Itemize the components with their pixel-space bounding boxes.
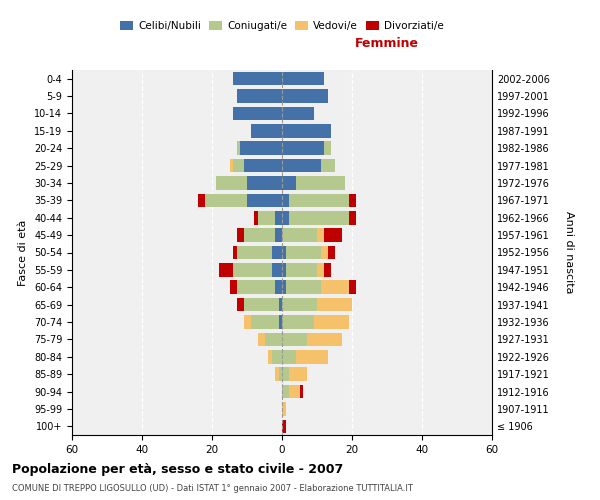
Bar xyxy=(244,228,275,242)
Bar xyxy=(314,315,349,329)
Bar xyxy=(229,159,233,172)
Bar xyxy=(233,246,236,260)
Bar xyxy=(282,211,289,224)
Bar xyxy=(278,368,282,381)
Bar xyxy=(282,420,286,433)
Bar xyxy=(282,385,289,398)
Bar xyxy=(286,246,320,260)
Bar xyxy=(254,211,257,224)
Bar xyxy=(257,332,265,346)
Text: Popolazione per età, sesso e stato civile - 2007: Popolazione per età, sesso e stato civil… xyxy=(12,462,343,475)
Bar xyxy=(278,298,282,312)
Bar xyxy=(282,350,296,364)
Bar xyxy=(282,142,324,155)
Text: Femmine: Femmine xyxy=(355,37,419,50)
Bar xyxy=(215,176,247,190)
Bar xyxy=(282,332,307,346)
Bar xyxy=(324,228,341,242)
Bar xyxy=(282,402,286,415)
Bar xyxy=(247,176,282,190)
Bar xyxy=(317,228,324,242)
Bar xyxy=(229,280,236,294)
Bar xyxy=(236,228,244,242)
Bar xyxy=(282,159,320,172)
Bar xyxy=(296,176,345,190)
Bar xyxy=(286,280,320,294)
Bar xyxy=(233,106,282,120)
Bar xyxy=(286,263,317,276)
Bar xyxy=(282,246,286,260)
Bar xyxy=(349,280,355,294)
Bar xyxy=(282,315,314,329)
Bar xyxy=(289,385,299,398)
Bar xyxy=(282,72,324,86)
Bar xyxy=(236,246,271,260)
Bar xyxy=(257,211,275,224)
Bar xyxy=(236,298,244,312)
Text: COMUNE DI TREPPO LIGOSULLO (UD) - Dati ISTAT 1° gennaio 2007 - Elaborazione TUTT: COMUNE DI TREPPO LIGOSULLO (UD) - Dati I… xyxy=(12,484,413,493)
Bar xyxy=(275,368,278,381)
Bar xyxy=(282,124,331,138)
Bar xyxy=(282,176,296,190)
Bar xyxy=(236,90,282,103)
Bar xyxy=(247,194,282,207)
Bar xyxy=(278,315,282,329)
Bar xyxy=(282,194,289,207)
Bar xyxy=(271,246,282,260)
Bar xyxy=(282,280,286,294)
Bar xyxy=(282,228,317,242)
Bar xyxy=(275,211,282,224)
Bar xyxy=(296,350,328,364)
Bar xyxy=(275,280,282,294)
Y-axis label: Anni di nascita: Anni di nascita xyxy=(563,211,574,294)
Bar xyxy=(282,263,286,276)
Bar xyxy=(320,246,328,260)
Bar xyxy=(240,142,282,155)
Bar xyxy=(271,350,282,364)
Y-axis label: Fasce di età: Fasce di età xyxy=(19,220,28,286)
Bar xyxy=(349,194,355,207)
Bar xyxy=(317,263,324,276)
Bar xyxy=(282,90,328,103)
Bar xyxy=(349,211,355,224)
Bar xyxy=(244,298,278,312)
Legend: Celibi/Nubili, Coniugati/e, Vedovi/e, Divorziati/e: Celibi/Nubili, Coniugati/e, Vedovi/e, Di… xyxy=(116,17,448,36)
Bar xyxy=(320,159,335,172)
Bar xyxy=(251,124,282,138)
Bar xyxy=(324,263,331,276)
Bar xyxy=(307,332,341,346)
Bar xyxy=(205,194,247,207)
Bar xyxy=(328,246,335,260)
Bar xyxy=(289,211,349,224)
Bar xyxy=(299,385,303,398)
Bar xyxy=(282,368,289,381)
Bar xyxy=(271,263,282,276)
Bar xyxy=(219,263,233,276)
Bar xyxy=(324,142,331,155)
Bar xyxy=(268,350,271,364)
Bar xyxy=(275,228,282,242)
Bar xyxy=(251,315,278,329)
Bar xyxy=(317,298,352,312)
Bar xyxy=(282,298,317,312)
Bar xyxy=(282,106,314,120)
Bar xyxy=(233,72,282,86)
Bar xyxy=(244,315,251,329)
Bar xyxy=(233,159,244,172)
Bar xyxy=(289,194,349,207)
Bar xyxy=(198,194,205,207)
Bar xyxy=(265,332,282,346)
Bar xyxy=(236,142,240,155)
Bar xyxy=(236,280,275,294)
Bar xyxy=(320,280,349,294)
Bar xyxy=(244,159,282,172)
Bar xyxy=(289,368,307,381)
Bar xyxy=(233,263,271,276)
